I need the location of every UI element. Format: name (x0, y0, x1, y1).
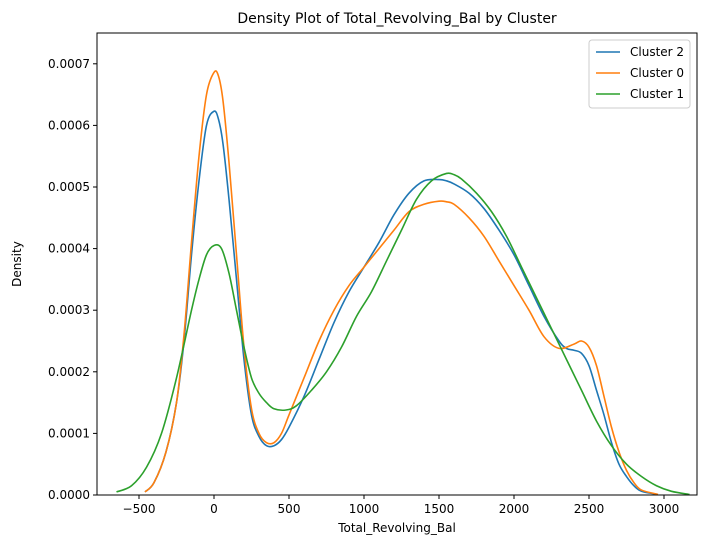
x-axis-label: Total_Revolving_Bal (337, 521, 456, 535)
plot-area (116, 70, 690, 496)
y-tick-label: 0.0006 (48, 118, 90, 132)
density-line-cluster-1 (116, 172, 690, 496)
y-tick-label: 0.0002 (48, 365, 90, 379)
legend: Cluster 2 Cluster 0 Cluster 1 (588, 39, 691, 109)
x-tick-label: −500 (123, 502, 156, 516)
legend-label: Cluster 1 (630, 87, 684, 101)
x-tick-label: 0 (210, 502, 218, 516)
x-tick-label: 500 (278, 502, 301, 516)
legend-box (588, 39, 691, 109)
y-tick-label: 0.0007 (48, 57, 90, 71)
y-tick-label: 0.0000 (48, 488, 90, 502)
legend-label: Cluster 0 (630, 66, 684, 80)
x-tick-label: 1500 (424, 502, 455, 516)
y-tick-label: 0.0001 (48, 426, 90, 440)
chart-title: Density Plot of Total_Revolving_Bal by C… (237, 11, 557, 27)
density-line-cluster-2 (144, 110, 659, 496)
x-tick-label: 1000 (349, 502, 380, 516)
y-tick-label: 0.0005 (48, 180, 90, 194)
y-axis: 0.0000 0.0001 0.0002 0.0003 0.0004 0.0005 0.00… (48, 57, 97, 502)
legend-label: Cluster 2 (630, 45, 684, 59)
y-tick-label: 0.0003 (48, 303, 90, 317)
density-line-cluster-0 (144, 70, 659, 496)
y-axis-label: Density (10, 241, 24, 287)
x-tick-label: 2000 (499, 502, 530, 516)
x-tick-label: 2500 (574, 502, 605, 516)
x-axis: −500 0 500 1000 1500 2000 2500 3000 (123, 495, 680, 516)
x-tick-label: 3000 (649, 502, 680, 516)
plot-frame (96, 32, 698, 496)
y-tick-label: 0.0004 (48, 242, 90, 256)
